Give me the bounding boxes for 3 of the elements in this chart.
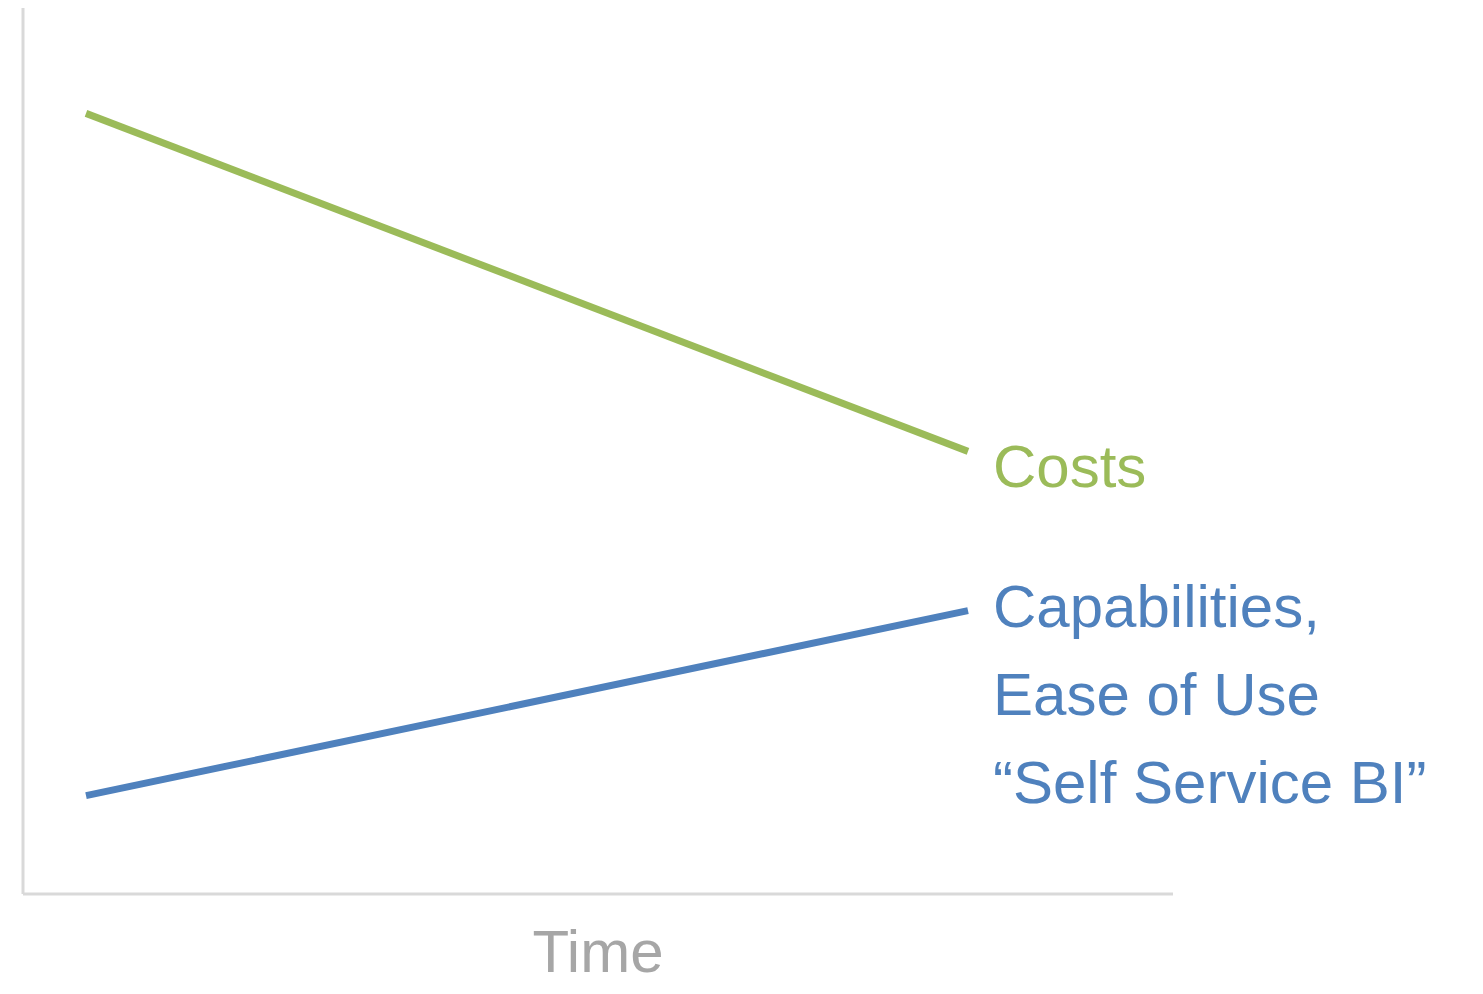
series-label: Costs bbox=[993, 433, 1147, 501]
series-label: Capabilities, Ease of Use “Self Service BI” bbox=[993, 572, 1427, 816]
x-axis-title: Time bbox=[532, 918, 664, 985]
